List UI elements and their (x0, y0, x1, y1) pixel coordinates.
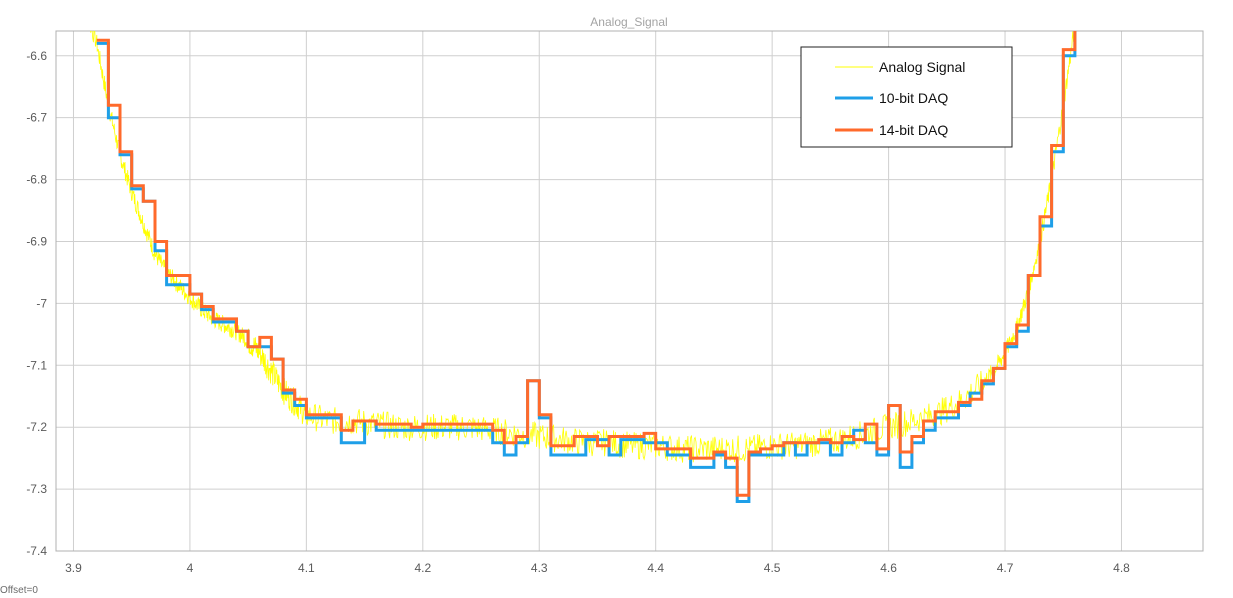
x-tick-label: 4.4 (647, 561, 664, 575)
legend-label-analog-signal: Analog Signal (879, 59, 965, 75)
y-tick-label: -7 (36, 296, 47, 310)
legend: Analog Signal 10-bit DAQ 14-bit DAQ (800, 46, 1013, 148)
y-tick-label: -6.6 (26, 49, 47, 63)
x-tick-label: 4 (187, 561, 194, 575)
x-tick-label: 4.3 (531, 561, 548, 575)
x-tick-label: 4.7 (997, 561, 1014, 575)
y-tick-label: -7.3 (26, 482, 47, 496)
plot-frame (55, 30, 1204, 552)
offset-label: Offset=0 (0, 585, 38, 596)
x-tick-label: 4.6 (880, 561, 897, 575)
chart-title: Analog_Signal (590, 15, 667, 29)
legend-label-10-bit-daq: 10-bit DAQ (879, 90, 948, 106)
x-tick-label: 4.5 (764, 561, 781, 575)
series-14-bit-daq (96, 31, 1077, 497)
x-tick-label: 4.1 (298, 561, 315, 575)
y-tick-label: -6.7 (26, 111, 47, 125)
x-tick-label: 4.8 (1113, 561, 1130, 575)
y-tick-label: -6.8 (26, 173, 47, 187)
x-tick-label: 4.2 (414, 561, 431, 575)
x-axis: 3.9 4 4.1 4.2 4.3 4.4 4.5 4.6 4.7 4.8 (65, 561, 1130, 575)
y-tick-label: -7.4 (26, 544, 47, 558)
y-tick-label: -7.1 (26, 358, 47, 372)
y-tick-label: -6.9 (26, 234, 47, 248)
y-tick-label: -7.2 (26, 420, 47, 434)
series-layer (90, 31, 1077, 503)
grid (56, 31, 1203, 552)
y-axis: -6.6 -6.7 -6.8 -6.9 -7 -7.1 -7.2 -7.3 -7.4 (26, 49, 47, 558)
legend-label-14-bit-daq: 14-bit DAQ (879, 122, 948, 138)
x-tick-label: 3.9 (65, 561, 82, 575)
